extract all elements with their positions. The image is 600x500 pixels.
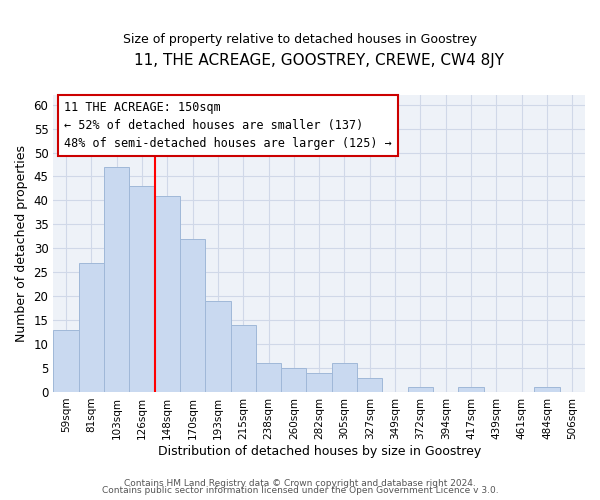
Bar <box>155 196 180 392</box>
Bar <box>332 363 357 392</box>
Text: 11 THE ACREAGE: 150sqm
← 52% of detached houses are smaller (137)
48% of semi-de: 11 THE ACREAGE: 150sqm ← 52% of detached… <box>64 101 392 150</box>
Bar <box>307 373 332 392</box>
Bar <box>535 387 560 392</box>
Text: Contains public sector information licensed under the Open Government Licence v : Contains public sector information licen… <box>101 486 499 495</box>
Bar <box>408 387 433 392</box>
Title: 11, THE ACREAGE, GOOSTREY, CREWE, CW4 8JY: 11, THE ACREAGE, GOOSTREY, CREWE, CW4 8J… <box>134 52 504 68</box>
Bar <box>129 186 155 392</box>
Bar <box>79 262 104 392</box>
Bar <box>256 363 281 392</box>
Text: Contains HM Land Registry data © Crown copyright and database right 2024.: Contains HM Land Registry data © Crown c… <box>124 478 476 488</box>
Bar <box>205 301 230 392</box>
Bar <box>53 330 79 392</box>
Y-axis label: Number of detached properties: Number of detached properties <box>15 145 28 342</box>
Bar <box>281 368 307 392</box>
Bar <box>104 167 129 392</box>
X-axis label: Distribution of detached houses by size in Goostrey: Distribution of detached houses by size … <box>158 444 481 458</box>
Text: Size of property relative to detached houses in Goostrey: Size of property relative to detached ho… <box>123 32 477 46</box>
Bar <box>458 387 484 392</box>
Bar <box>357 378 382 392</box>
Bar <box>180 238 205 392</box>
Bar <box>230 325 256 392</box>
